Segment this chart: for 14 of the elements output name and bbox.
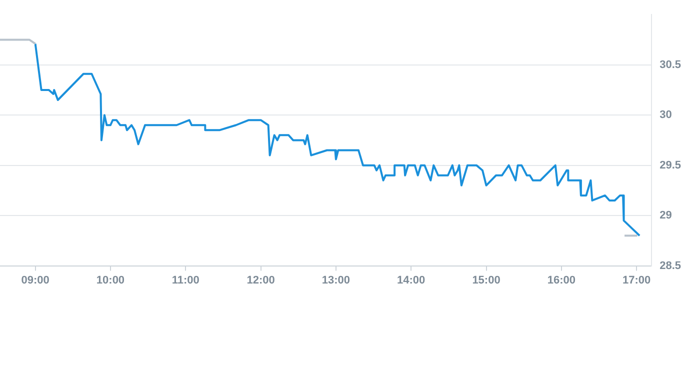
y-tick-label: 29 <box>660 210 672 222</box>
x-tick-label: 12:00 <box>246 274 275 286</box>
y-tick-label: 29.5 <box>660 159 682 172</box>
y-tick-label: 28.5 <box>660 260 682 272</box>
x-tick-label: 15:00 <box>472 274 500 286</box>
x-tick-label: 14:00 <box>397 274 426 286</box>
x-tick-label: 13:00 <box>322 274 350 286</box>
x-tick-label: 16:00 <box>547 274 576 286</box>
x-tick-label: 17:00 <box>622 274 651 286</box>
x-tick-label: 10:00 <box>96 274 125 286</box>
y-tick-label: 30 <box>660 109 672 122</box>
x-tick-label: 09:00 <box>21 274 50 286</box>
x-tick-label: 11:00 <box>172 274 200 286</box>
y-tick-label: 30.5 <box>660 58 682 71</box>
